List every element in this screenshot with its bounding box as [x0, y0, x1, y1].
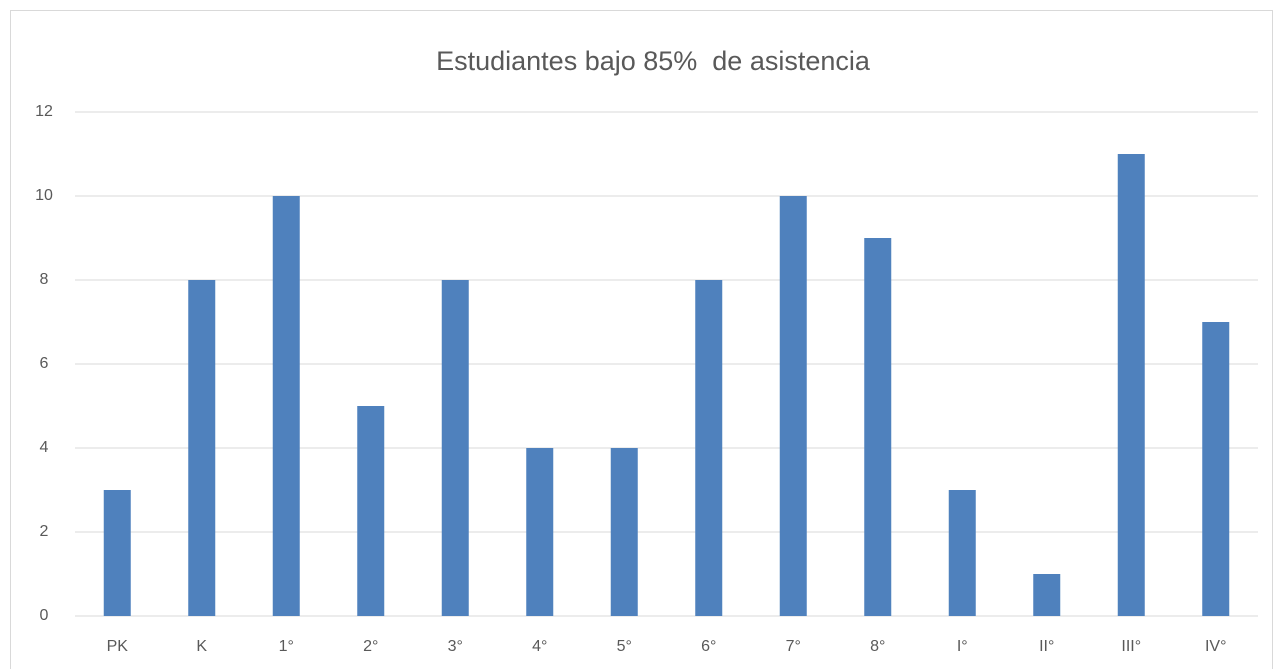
bar: [1117, 154, 1145, 616]
x-tick-label: II°: [1039, 638, 1054, 655]
x-tick-label: 3°: [448, 638, 463, 655]
bar: [695, 280, 723, 616]
x-tick-label: 4°: [532, 638, 547, 655]
chart-title: Estudiantes bajo 85% de asistencia: [436, 46, 871, 76]
y-tick-label: 0: [40, 607, 49, 624]
x-tick-label: 2°: [363, 638, 378, 655]
x-tick-label: 8°: [870, 638, 885, 655]
bar: [441, 280, 469, 616]
x-tick-label: 5°: [617, 638, 632, 655]
y-tick-label: 8: [40, 271, 49, 288]
bar: [610, 448, 638, 616]
y-tick-label: 2: [40, 523, 49, 540]
x-tick-label: 6°: [701, 638, 716, 655]
bar: [1033, 574, 1061, 616]
x-tick-label: 7°: [786, 638, 801, 655]
y-tick-label: 10: [35, 187, 53, 204]
bar: [103, 490, 131, 616]
bar: [272, 196, 300, 616]
bar: [864, 238, 892, 616]
bar: [188, 280, 216, 616]
x-tick-label: PK: [107, 638, 129, 655]
y-tick-label: 6: [40, 355, 49, 372]
bar: [526, 448, 554, 616]
bar: [1202, 322, 1230, 616]
bar: [948, 490, 976, 616]
x-tick-label: IV°: [1205, 638, 1227, 655]
x-tick-label: I°: [957, 638, 968, 655]
x-tick-label: 1°: [279, 638, 294, 655]
x-tick-label: III°: [1121, 638, 1141, 655]
y-tick-label: 4: [40, 439, 49, 456]
bar: [779, 196, 807, 616]
chart-frame: [10, 10, 1273, 669]
y-tick-label: 12: [35, 103, 53, 120]
bar: [357, 406, 385, 616]
x-tick-label: K: [196, 638, 207, 655]
